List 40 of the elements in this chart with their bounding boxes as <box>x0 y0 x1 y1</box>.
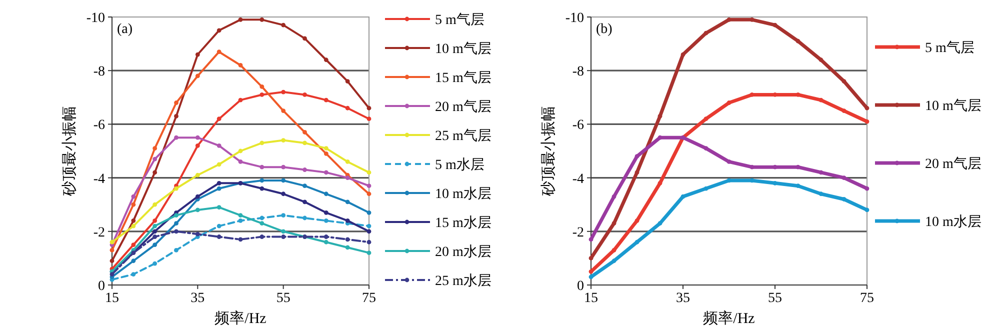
legend-label: 20 m气层 <box>925 156 982 172</box>
y-tick-label: -6 <box>93 118 105 134</box>
y-tick-label: -8 <box>93 64 105 80</box>
legend-label: 15 m气层 <box>435 70 492 86</box>
legend-label: 25 m气层 <box>435 128 492 144</box>
x-tick-label: 75 <box>860 291 874 306</box>
x-axis-title: 频率/Hz <box>703 310 756 327</box>
y-axis-title: 砂顶最小振幅 <box>540 106 557 197</box>
x-tick-label: 35 <box>676 291 690 306</box>
y-tick-label: -8 <box>572 64 584 80</box>
annotation: (a) <box>117 22 133 37</box>
y-tick-label: 0 <box>577 279 584 294</box>
legend-label: 10 m气层 <box>925 98 982 114</box>
y-axis-title: 砂顶最小振幅 <box>61 106 78 197</box>
y-tick-label: -6 <box>572 118 584 134</box>
x-tick-label: 55 <box>276 291 290 306</box>
legend-label: 10 m气层 <box>435 41 492 57</box>
y-tick-label: 0 <box>98 279 105 294</box>
y-tick-label: -10 <box>565 11 584 26</box>
legend-label: 10 m水层 <box>925 214 982 230</box>
x-tick-label: 55 <box>768 291 782 306</box>
legend-label: 5 m气层 <box>435 12 484 28</box>
x-tick-label: 75 <box>362 291 376 306</box>
legend-label: 20 m气层 <box>435 99 492 115</box>
y-tick-label: -10 <box>86 11 105 26</box>
y-tick-label: -2 <box>93 225 105 240</box>
x-tick-label: 15 <box>105 291 119 306</box>
legend-label: 25 m水层 <box>435 273 492 289</box>
legend-label: 5 m水层 <box>435 157 484 173</box>
y-tick-label: -4 <box>93 172 105 187</box>
legend-label: 15 m水层 <box>435 215 492 231</box>
y-tick-label: -2 <box>572 225 584 240</box>
x-axis-title: 频率/Hz <box>214 310 267 327</box>
x-tick-label: 35 <box>190 291 205 306</box>
y-tick-label: -4 <box>572 172 584 187</box>
legend-label: 10 m水层 <box>435 186 492 202</box>
annotation: (b) <box>596 22 613 37</box>
x-tick-label: 15 <box>584 291 598 306</box>
legend-label: 5 m气层 <box>925 40 974 56</box>
legend-label: 20 m水层 <box>435 244 492 260</box>
